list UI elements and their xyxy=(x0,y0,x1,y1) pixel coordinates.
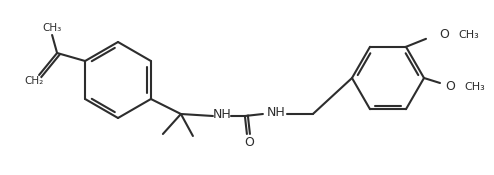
Text: NH: NH xyxy=(212,107,231,121)
Text: O: O xyxy=(244,135,254,149)
Text: CH₃: CH₃ xyxy=(458,30,479,40)
Text: O: O xyxy=(439,28,449,41)
Text: O: O xyxy=(445,80,455,93)
Text: NH: NH xyxy=(267,107,285,120)
Text: CH₃: CH₃ xyxy=(464,82,485,92)
Text: CH₂: CH₂ xyxy=(25,76,43,86)
Text: CH₃: CH₃ xyxy=(42,23,62,33)
